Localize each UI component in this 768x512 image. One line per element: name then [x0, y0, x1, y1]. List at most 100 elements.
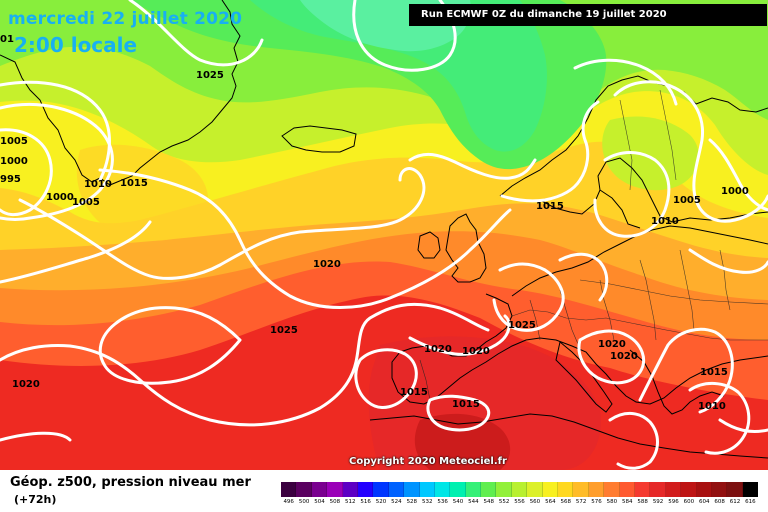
weather-map: 1025 1005 1000 995 1000 1005 1010 1015 1…	[0, 0, 768, 470]
scale-swatch: 584	[619, 482, 635, 505]
isobar-label: 995	[0, 174, 21, 185]
scale-label: 496	[283, 499, 294, 505]
scale-swatch: 592	[650, 482, 666, 505]
scale-label: 560	[529, 499, 541, 505]
scale-label: 608	[714, 499, 725, 505]
isobar-label: 1020	[313, 259, 341, 270]
scale-label: 568	[560, 499, 571, 505]
scale-swatch: 576	[588, 482, 605, 505]
scale-label: 512	[345, 499, 356, 505]
scale-label: 532	[421, 499, 433, 505]
isobar-label: 1025	[196, 70, 224, 81]
isobar-label: 1000	[46, 192, 74, 203]
isobar-label: 1020	[462, 346, 490, 357]
scale-label: 552	[498, 499, 510, 505]
isobars	[0, 0, 768, 470]
model-run-label: Run ECMWF 0Z du dimanche 19 juillet 2020	[409, 4, 767, 26]
field-title: Géop. z500, pression niveau mer	[10, 475, 251, 490]
scale-swatch: 568	[558, 482, 574, 505]
scale-label: 540	[452, 499, 464, 505]
field-band-596	[414, 413, 511, 470]
isobar-label: 1015	[120, 178, 148, 189]
isobar-label: 1015	[400, 387, 428, 398]
scale-swatch: 580	[604, 482, 620, 505]
scale-swatch: 528	[404, 482, 420, 505]
scale-swatch: 544	[465, 482, 482, 505]
color-scale: 496 500 504 508 512 516 520 524 528 532 536 540 544 5…	[281, 482, 759, 505]
isobar-label: 1010	[84, 179, 112, 190]
geopotential-field: 1025 1005 1000 995 1000 1005 1010 1015 1…	[0, 0, 768, 470]
forecast-time: 2:00 locale	[14, 33, 138, 57]
scale-swatch: 596	[665, 482, 682, 505]
scale-swatch: 556	[511, 482, 528, 505]
isobar-label: 1025	[270, 325, 298, 336]
scale-label: 572	[575, 499, 587, 505]
scale-label: 520	[375, 499, 387, 505]
scale-swatch: 520	[373, 482, 389, 505]
scale-swatch: 564	[542, 482, 559, 505]
scale-label: 592	[652, 499, 664, 505]
scale-label: 616	[745, 499, 756, 505]
scale-swatch: 560	[527, 482, 543, 505]
scale-swatch: 572	[573, 482, 589, 505]
isobar-label: 1005	[673, 195, 701, 206]
isobar-label: 1010	[698, 401, 726, 412]
scale-label: 576	[591, 499, 602, 505]
scale-swatch: 504	[311, 482, 328, 505]
scale-swatch: 612	[727, 482, 743, 505]
scale-label: 580	[606, 499, 618, 505]
isobar-label: 1000	[0, 156, 28, 167]
scale-label: 584	[622, 499, 633, 505]
scale-label: 588	[637, 499, 648, 505]
scale-swatch: 500	[296, 482, 312, 505]
copyright-text: Copyright 2020 Meteociel.fr	[349, 456, 507, 467]
isobar-labels: 1025 1005 1000 995 1000 1005 1010 1015 1…	[0, 34, 749, 412]
scale-label: 524	[391, 499, 402, 505]
scale-label: 604	[698, 499, 710, 505]
scale-label: 596	[668, 499, 679, 505]
scale-swatch: 508	[327, 482, 343, 505]
lead-time: (+72h)	[14, 493, 57, 506]
field-band-572-greenland	[76, 144, 209, 241]
scale-swatch: 604	[696, 482, 712, 505]
isobar-label: 1020	[598, 339, 626, 350]
scale-swatch: 536	[434, 482, 451, 505]
isobar-label: 1010	[651, 216, 679, 227]
forecast-date: mercredi 22 juillet 2020	[8, 9, 243, 29]
isobar-label: 1005	[72, 197, 100, 208]
isobar-label: 1015	[452, 399, 480, 410]
scale-swatch: 524	[388, 482, 405, 505]
isobar-label: 1020	[12, 379, 40, 390]
field-band-552	[250, 0, 547, 152]
scale-label: 544	[468, 499, 479, 505]
scale-swatch: 548	[481, 482, 497, 505]
scale-label: 500	[298, 499, 310, 505]
scale-label: 564	[545, 499, 556, 505]
scale-swatch: 600	[681, 482, 697, 505]
scale-label: 600	[683, 499, 695, 505]
scale-label: 548	[483, 499, 495, 505]
legend-footer: Géop. z500, pression niveau mer (+72h) 4…	[0, 470, 768, 512]
isobar-label: 1000	[721, 186, 749, 197]
scale-label: 504	[314, 499, 325, 505]
scale-swatch: 496	[281, 482, 297, 505]
scale-swatch: 588	[634, 482, 651, 505]
isobar-label: 1020	[610, 351, 638, 362]
scale-label: 528	[406, 499, 418, 505]
scale-label: 508	[329, 499, 341, 505]
isobar-label: 1025	[508, 320, 536, 331]
isobar-label: 1020	[424, 344, 452, 355]
scale-label: 556	[514, 499, 525, 505]
scale-swatch: 532	[419, 482, 435, 505]
isobar-label: 01	[0, 34, 14, 45]
scale-swatch: 540	[450, 482, 466, 505]
scale-swatch: 608	[711, 482, 728, 505]
scale-label: 516	[360, 499, 371, 505]
field-band-564-scandinavia	[602, 116, 699, 191]
scale-swatch: 616	[742, 482, 759, 505]
isobar-label: 1005	[0, 136, 28, 147]
isobar-label: 1015	[700, 367, 728, 378]
scale-swatch: 512	[342, 482, 358, 505]
scale-swatch: 552	[496, 482, 512, 505]
